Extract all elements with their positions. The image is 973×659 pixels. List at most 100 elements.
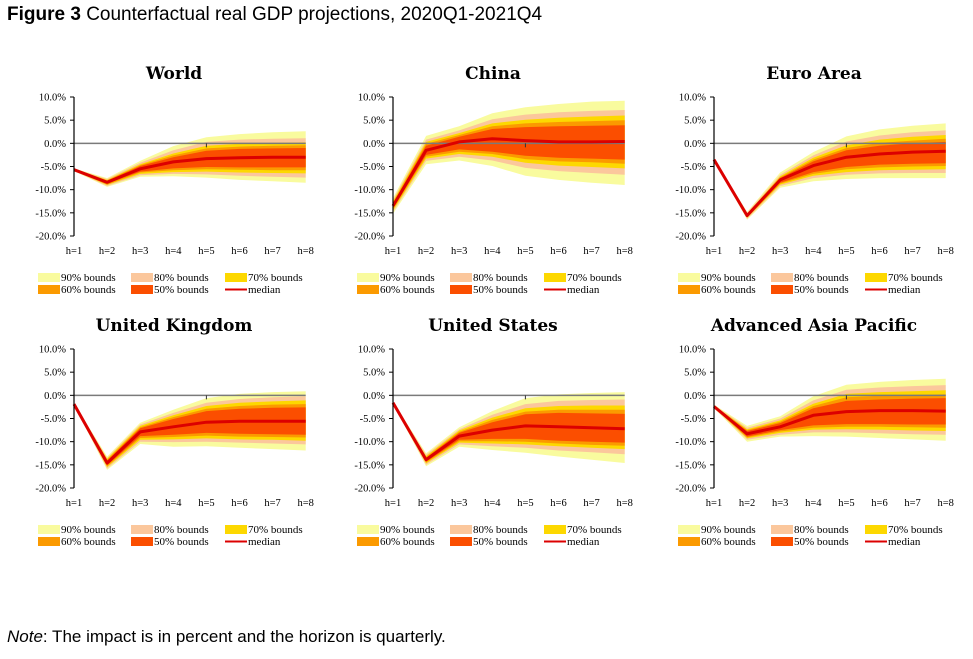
legend-label: 60% bounds <box>61 536 116 548</box>
legend-item-b70: 70% bounds <box>865 272 943 284</box>
note-text: : The impact is in percent and the horiz… <box>42 627 446 646</box>
chart-svg: World 10.0% 5.0% 0.0% -5.0% -10.0% -15.0% -20.0… <box>35 64 314 296</box>
legend-label: 80% bounds <box>794 272 849 284</box>
legend-label: 60% bounds <box>61 284 116 296</box>
y-tick-label: 0.0% <box>363 139 385 150</box>
x-tick-label: h=8 <box>937 498 953 509</box>
chart-svg: Euro Area 10.0% 5.0% 0.0% -5.0% -10.0% -15.0% -… <box>675 64 954 296</box>
figure-label: Figure 3 <box>7 4 81 25</box>
chart-panel-world: World 10.0% 5.0% 0.0% -5.0% -10.0% -15.0% -20.0… <box>0 0 320 296</box>
x-tick-label: h=1 <box>706 498 722 509</box>
x-tick-label: h=3 <box>451 246 467 257</box>
x-tick-label: h=6 <box>871 498 887 509</box>
legend-label: 60% bounds <box>701 284 756 296</box>
band-50 <box>74 403 306 466</box>
x-tick-label: h=5 <box>198 498 214 509</box>
legend-swatch-b80 <box>450 525 472 534</box>
x-tick-label: h=8 <box>297 498 313 509</box>
y-tick-label: -5.0% <box>41 162 67 173</box>
x-tick-label: h=7 <box>264 498 280 509</box>
legend-item-b70: 70% bounds <box>225 524 303 536</box>
legend-swatch-b60 <box>357 285 379 294</box>
legend-item-b90: 90% bounds <box>357 524 435 536</box>
legend-label: 50% bounds <box>794 284 849 296</box>
y-tick-label: -5.0% <box>360 162 386 173</box>
legend-swatch-b60 <box>678 537 700 546</box>
legend-item-b90: 90% bounds <box>678 524 756 536</box>
legend-item-b90: 90% bounds <box>38 272 116 284</box>
y-tick-label: -15.0% <box>354 460 385 471</box>
legend-swatch-b90 <box>38 525 60 534</box>
x-tick-label: h=8 <box>297 246 313 257</box>
legend-item-b90: 90% bounds <box>357 272 435 284</box>
x-tick-label: h=3 <box>132 498 148 509</box>
legend-item-b60: 60% bounds <box>678 284 756 296</box>
x-tick-label: h=6 <box>231 246 247 257</box>
x-tick-label: h=4 <box>805 498 822 509</box>
chart-svg: United States 10.0% 5.0% 0.0% -5.0% -10.0% -15… <box>354 316 633 548</box>
legend-label: 80% bounds <box>154 524 209 536</box>
y-tick-label: -20.0% <box>35 232 66 243</box>
chart-title: United Kingdom <box>96 316 253 336</box>
legend: 90% bounds 80% bounds 70% bounds 60% bounds… <box>357 524 622 548</box>
x-tick-label: h=6 <box>550 498 566 509</box>
legend-label: 50% bounds <box>473 536 528 548</box>
legend-swatch-b90 <box>678 273 700 282</box>
chart-panel-advanced-asia-pacific: Advanced Asia Pacific 10.0% 5.0% 0.0% -5.0% -… <box>640 252 960 548</box>
legend-label: 90% bounds <box>61 524 116 536</box>
x-tick-label: h=1 <box>706 246 722 257</box>
legend-label: median <box>248 284 281 296</box>
x-tick-label: h=4 <box>484 498 501 509</box>
x-tick-label: h=7 <box>583 498 599 509</box>
legend-label: 90% bounds <box>701 524 756 536</box>
legend-swatch-b50 <box>131 537 153 546</box>
legend: 90% bounds 80% bounds 70% bounds 60% bounds… <box>678 272 943 296</box>
legend-item-b80: 80% bounds <box>771 524 849 536</box>
legend-swatch-b50 <box>131 285 153 294</box>
y-tick-label: -10.0% <box>35 437 66 448</box>
legend-swatch-b70 <box>865 273 887 282</box>
band-50 <box>714 398 946 437</box>
y-tick-label: -15.0% <box>354 208 385 219</box>
x-tick-label: h=4 <box>805 246 822 257</box>
legend-label: 70% bounds <box>248 272 303 284</box>
legend-item-b60: 60% bounds <box>357 536 435 548</box>
x-tick-label: h=6 <box>231 498 247 509</box>
legend: 90% bounds 80% bounds 70% bounds 60% bounds… <box>38 524 303 548</box>
x-tick-label: h=4 <box>484 246 501 257</box>
y-tick-label: 5.0% <box>684 368 706 379</box>
legend-label: 50% bounds <box>154 536 209 548</box>
legend-swatch-b90 <box>678 525 700 534</box>
y-tick-label: -15.0% <box>35 460 66 471</box>
x-tick-label: h=1 <box>385 246 401 257</box>
chart-title: United States <box>428 316 558 336</box>
x-tick-label: h=6 <box>550 246 566 257</box>
legend-swatch-b80 <box>131 525 153 534</box>
legend-label: 90% bounds <box>380 272 435 284</box>
figure-title-text: Counterfactual real GDP projections, 202… <box>86 4 543 25</box>
y-tick-label: -15.0% <box>675 460 706 471</box>
legend-swatch-b90 <box>357 525 379 534</box>
y-tick-label: 0.0% <box>363 391 385 402</box>
median-line <box>72 403 306 465</box>
band-50 <box>714 141 946 217</box>
legend-label: 90% bounds <box>380 524 435 536</box>
y-tick-label: 10.0% <box>679 93 706 104</box>
y-tick-label: 10.0% <box>679 345 706 356</box>
x-tick-label: h=3 <box>132 246 148 257</box>
legend-label: 70% bounds <box>567 524 622 536</box>
legend-swatch-b90 <box>38 273 60 282</box>
legend-label: 80% bounds <box>473 272 528 284</box>
y-tick-label: 10.0% <box>39 345 66 356</box>
chart-panel-euro-area: Euro Area 10.0% 5.0% 0.0% -5.0% -10.0% -15.0% -… <box>640 0 960 296</box>
y-tick-label: 5.0% <box>44 368 66 379</box>
legend-item-b60: 60% bounds <box>357 284 435 296</box>
legend-item-median: median <box>225 284 281 296</box>
median-line <box>391 137 625 207</box>
legend-item-b50: 50% bounds <box>771 536 849 548</box>
y-tick-label: -20.0% <box>675 232 706 243</box>
x-tick-label: h=2 <box>739 498 755 509</box>
chart-panel-china: China 10.0% 5.0% 0.0% -5.0% -10.0% -15.0% -20.0… <box>319 0 639 296</box>
y-tick-label: -10.0% <box>35 185 66 196</box>
legend-item-median: median <box>865 284 921 296</box>
